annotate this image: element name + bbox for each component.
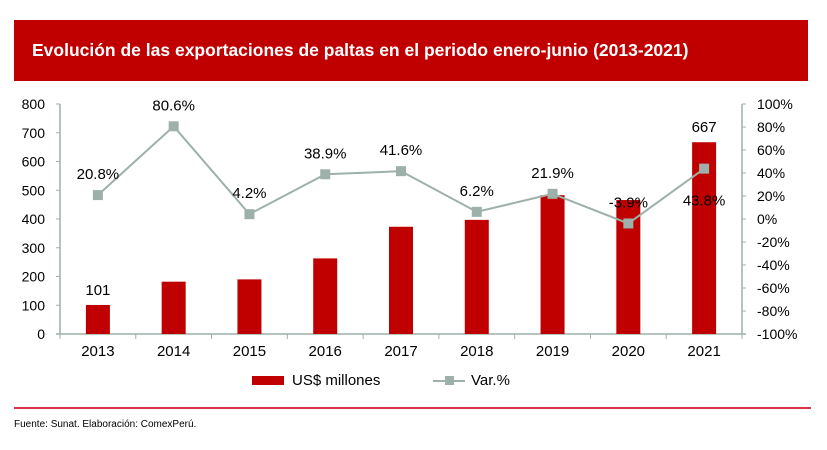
y-left-tick-label: 100 — [22, 297, 46, 313]
line-data-label: 20.8% — [77, 166, 120, 183]
x-tick-label: 2018 — [460, 343, 493, 360]
line-marker — [244, 209, 255, 220]
y-right-tick-label: 20% — [757, 188, 785, 204]
line-marker — [396, 166, 406, 177]
chart-title: Evolución de las exportaciones de paltas… — [32, 40, 689, 60]
y-left-tick-label: 500 — [22, 182, 46, 198]
bar — [464, 219, 489, 334]
y-right-tick-label: -40% — [757, 257, 790, 273]
y-right-tick-label: -60% — [757, 280, 790, 296]
separator-line — [14, 407, 811, 409]
y-right-tick-label: -80% — [757, 303, 790, 319]
legend-bar-label: US$ millones — [292, 372, 381, 389]
legend: US$ millones Var.% — [0, 372, 827, 396]
line-data-label: 38.9% — [304, 145, 347, 162]
line-data-label: 41.6% — [380, 142, 423, 159]
bar — [540, 195, 565, 334]
line-data-label: 6.2% — [460, 183, 494, 200]
title-banner: Evolución de las exportaciones de paltas… — [14, 20, 808, 81]
x-tick-label: 2013 — [81, 343, 114, 360]
y-right-tick-label: -20% — [757, 234, 790, 250]
x-tick-label: 2019 — [536, 343, 569, 360]
line-marker — [92, 190, 103, 201]
bar-data-label: 667 — [692, 119, 717, 136]
bar — [161, 281, 186, 334]
legend-line-swatch — [433, 376, 465, 385]
line-data-label: 4.2% — [232, 185, 266, 202]
legend-item-line: Var.% — [433, 372, 510, 389]
y-left-tick-label: 0 — [37, 326, 45, 342]
line-marker — [547, 188, 558, 199]
y-left-tick-label: 300 — [22, 240, 46, 256]
y-left-tick-label: 800 — [22, 96, 46, 112]
line-marker — [699, 163, 710, 174]
line-data-label: 80.6% — [152, 97, 195, 114]
y-right-tick-label: -100% — [757, 326, 797, 342]
line-marker — [168, 121, 179, 132]
x-tick-label: 2014 — [157, 343, 190, 360]
legend-item-bars: US$ millones — [252, 372, 380, 389]
chart: 0 100 200 300 400 500 600 700 800 -100% -80% -60% -4… — [22, 96, 798, 360]
line-marker — [320, 169, 331, 180]
y-left-tick-label: 400 — [22, 211, 46, 227]
y-right-tick-label: 40% — [757, 165, 785, 181]
x-tick-label: 2021 — [687, 343, 720, 360]
x-tick-label: 2015 — [233, 343, 266, 360]
line-data-label: 21.9% — [531, 165, 574, 182]
x-tick-label: 2016 — [309, 343, 342, 360]
bar — [389, 226, 413, 334]
bar — [313, 258, 338, 334]
y-right-tick-label: 80% — [757, 119, 785, 135]
source-note: Fuente: Sunat. Elaboración: ComexPerú. — [14, 419, 197, 430]
x-tick-label: 2017 — [384, 343, 417, 360]
y-right-tick-label: 60% — [757, 142, 785, 158]
legend-bar-swatch — [252, 376, 284, 385]
y-left-tick-label: 200 — [22, 269, 46, 285]
bar-data-label: 101 — [85, 282, 110, 299]
legend-line-label: Var.% — [471, 372, 510, 389]
y-left-tick-label: 600 — [22, 154, 46, 170]
bar — [237, 279, 262, 334]
line-marker — [623, 218, 634, 229]
y-right-tick-label: 0% — [757, 211, 777, 227]
x-tick-label: 2020 — [612, 343, 645, 360]
y-right-tick-label: 100% — [757, 96, 793, 112]
line-data-label: 43.8% — [683, 193, 726, 210]
y-left-tick-label: 700 — [22, 125, 46, 141]
bar — [85, 304, 110, 334]
line-data-label: -3.9% — [609, 194, 648, 211]
line-marker — [471, 206, 482, 217]
